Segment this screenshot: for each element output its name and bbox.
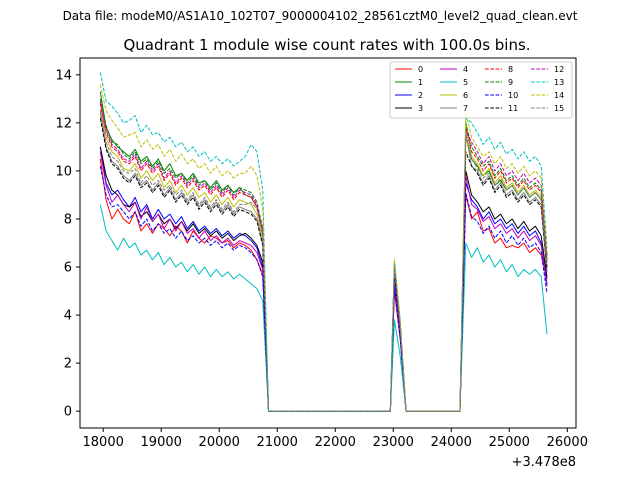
plot-area xyxy=(80,58,576,428)
legend-label-15: 15 xyxy=(554,104,564,113)
x-tick-label: 20000 xyxy=(199,435,240,450)
legend-label-2: 2 xyxy=(418,91,423,100)
x-axis: 18000 19000 20000 21000 22000 23000 24000 25000… xyxy=(83,428,588,450)
legend-frame xyxy=(389,61,573,119)
x-tick-label: 25000 xyxy=(489,435,530,450)
x-tick-label: 23000 xyxy=(373,435,414,450)
series-line-0 xyxy=(99,158,548,412)
x-tick-label: 18000 xyxy=(83,435,124,450)
series-line-7 xyxy=(99,113,548,412)
legend-label-1: 1 xyxy=(418,78,423,87)
chart-supertitle: Data file: modeM0/AS1A10_102T07_90000041… xyxy=(63,9,578,23)
y-tick-label: 0 xyxy=(64,405,72,420)
y-tick-label: 4 xyxy=(64,309,72,324)
legend-label-5: 5 xyxy=(463,78,468,87)
series-line-12 xyxy=(99,101,548,412)
series-line-5 xyxy=(99,204,548,412)
x-tick-label: 22000 xyxy=(315,435,356,450)
legend-label-7: 7 xyxy=(463,104,468,113)
x-tick-label: 19000 xyxy=(141,435,182,450)
y-tick-label: 14 xyxy=(55,68,72,83)
legend-label-12: 12 xyxy=(554,65,564,74)
x-tick-label: 21000 xyxy=(257,435,298,450)
y-tick-label: 2 xyxy=(64,357,72,372)
y-tick-label: 12 xyxy=(55,116,72,131)
legend-label-10: 10 xyxy=(508,91,518,100)
series-line-10 xyxy=(99,166,548,412)
legend-label-11: 11 xyxy=(508,104,518,113)
legend-label-13: 13 xyxy=(554,78,564,87)
series-line-3 xyxy=(99,146,548,412)
legend-label-4: 4 xyxy=(463,65,468,74)
x-tick-label: 24000 xyxy=(431,435,472,450)
y-tick-label: 10 xyxy=(55,164,72,179)
series-line-14 xyxy=(99,84,548,412)
y-tick-label: 8 xyxy=(64,212,72,227)
series-line-4 xyxy=(99,151,548,412)
series-layer xyxy=(99,72,548,412)
legend-label-0: 0 xyxy=(418,65,423,74)
x-tick-label: 26000 xyxy=(547,435,588,450)
series-line-9 xyxy=(99,98,548,412)
series-line-6 xyxy=(99,108,548,412)
plot-frame xyxy=(79,57,577,429)
y-tick-label: 6 xyxy=(64,261,72,276)
x-offset-label: +3.478e8 xyxy=(512,455,576,470)
legend-label-9: 9 xyxy=(508,78,513,87)
legend-label-14: 14 xyxy=(554,91,564,100)
chart-title: Quadrant 1 module wise count rates with … xyxy=(123,36,530,54)
legend-label-8: 8 xyxy=(508,65,513,74)
series-line-15 xyxy=(99,110,548,412)
series-line-11 xyxy=(99,117,548,412)
y-axis: 0 2 4 6 8 10 12 14 xyxy=(55,68,80,420)
series-line-13 xyxy=(99,72,548,412)
legend-label-3: 3 xyxy=(418,104,423,113)
series-line-8 xyxy=(99,103,548,412)
legend-label-6: 6 xyxy=(463,91,468,100)
